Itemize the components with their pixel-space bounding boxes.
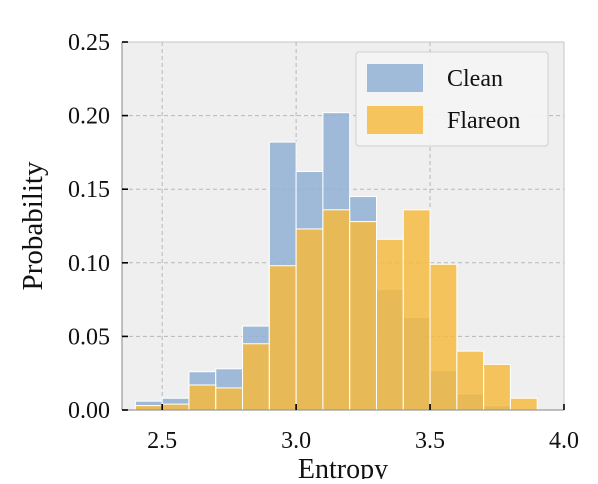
y-tick-label-1: 0.05 bbox=[68, 324, 110, 350]
x-tick-label-3: 4.0 bbox=[549, 428, 579, 454]
bar-flareon-8 bbox=[349, 221, 377, 411]
axes-layer bbox=[121, 41, 565, 411]
bar-flareon-11 bbox=[429, 263, 458, 411]
x-tick-label-1: 3.0 bbox=[281, 428, 311, 454]
bar-flareon-12 bbox=[456, 350, 485, 411]
legend-swatch-flareon bbox=[367, 106, 423, 134]
bar-flareon-7 bbox=[322, 209, 351, 411]
y-tick-label-4: 0.20 bbox=[68, 104, 110, 130]
legend: Clean Flareon bbox=[355, 51, 549, 147]
bar-flareon-4 bbox=[242, 343, 270, 411]
legend-label-clean: Clean bbox=[447, 66, 503, 92]
y-tick-label-5: 0.25 bbox=[68, 30, 110, 56]
x-tick-label-2: 3.5 bbox=[415, 428, 445, 454]
bar-flareon-1 bbox=[161, 403, 190, 411]
y-axis-label: Probability bbox=[17, 161, 49, 290]
legend-label-flareon: Flareon bbox=[447, 108, 520, 134]
bars-layer bbox=[134, 112, 538, 411]
bar-flareon-13 bbox=[483, 363, 511, 411]
bar-flareon-2 bbox=[188, 384, 217, 411]
bar-flareon-9 bbox=[375, 238, 404, 411]
legend-swatch-clean bbox=[367, 64, 423, 92]
bar-flareon-5 bbox=[268, 265, 297, 411]
y-tick-label-0: 0.00 bbox=[68, 398, 110, 424]
bar-flareon-0 bbox=[134, 405, 163, 411]
y-tick-label-2: 0.10 bbox=[68, 251, 110, 277]
bar-flareon-6 bbox=[295, 228, 324, 411]
y-tick-label-3: 0.15 bbox=[68, 177, 110, 203]
ticks-layer: 2.5 3.0 3.5 4.0 0.00 0.05 0.10 0.15 0.20 0.25 bbox=[68, 30, 579, 454]
bar-flareon-14 bbox=[509, 397, 538, 411]
bar-flareon-3 bbox=[215, 387, 244, 411]
x-tick-label-0: 2.5 bbox=[147, 428, 177, 454]
bar-flareon-10 bbox=[402, 209, 431, 411]
x-axis-label: Entropy bbox=[298, 454, 388, 479]
